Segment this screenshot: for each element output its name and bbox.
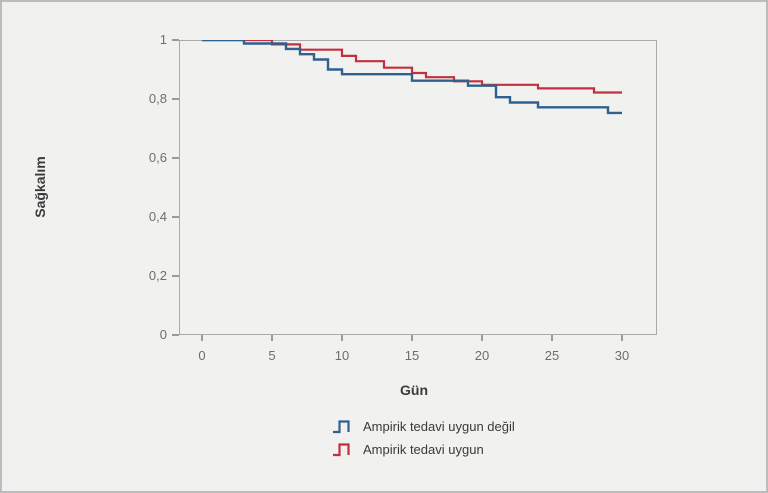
y-tick-label: 0,4 [148, 209, 167, 224]
x-tick-mark [271, 335, 273, 341]
y-tick-mark [172, 98, 179, 100]
legend-label: Ampirik tedavi uygun değil [363, 419, 515, 434]
plot-frame [179, 40, 657, 335]
x-tick-label: 10 [334, 348, 350, 363]
y-tick-label: 0,6 [148, 150, 167, 165]
x-axis-title: Gün [400, 382, 428, 398]
x-tick-mark [341, 335, 343, 341]
x-tick-label: 0 [198, 348, 206, 363]
y-tick-mark [172, 275, 179, 277]
legend-item: Ampirik tedavi uygun [332, 438, 515, 461]
legend: Ampirik tedavi uygun değil Ampirik tedavi… [332, 415, 515, 461]
survival-curve [202, 40, 622, 115]
y-tick-label: 1 [159, 32, 167, 47]
y-tick-mark [172, 39, 179, 41]
x-tick-label: 30 [614, 348, 630, 363]
x-tick-mark [411, 335, 413, 341]
y-tick-label: 0,8 [148, 91, 167, 106]
y-axis-title: Sağkalım [32, 156, 48, 218]
x-tick-label: 15 [404, 348, 420, 363]
survival-curve [202, 40, 622, 94]
x-tick-mark [621, 335, 623, 341]
legend-item: Ampirik tedavi uygun değil [332, 415, 515, 438]
y-tick-label: 0 [159, 327, 167, 342]
x-tick-mark [481, 335, 483, 341]
y-tick-mark [172, 157, 179, 159]
x-tick-mark [551, 335, 553, 341]
legend-label: Ampirik tedavi uygun [363, 442, 484, 457]
y-tick-mark [172, 334, 179, 336]
legend-step-line-icon [333, 420, 350, 434]
y-tick-mark [172, 216, 179, 218]
x-tick-label: 20 [474, 348, 490, 363]
y-tick-label: 0,2 [148, 268, 167, 283]
x-tick-mark [201, 335, 203, 341]
x-tick-label: 5 [268, 348, 276, 363]
survival-curves-plot [202, 40, 622, 115]
x-tick-label: 25 [544, 348, 560, 363]
legend-step-line-icon [333, 443, 350, 457]
